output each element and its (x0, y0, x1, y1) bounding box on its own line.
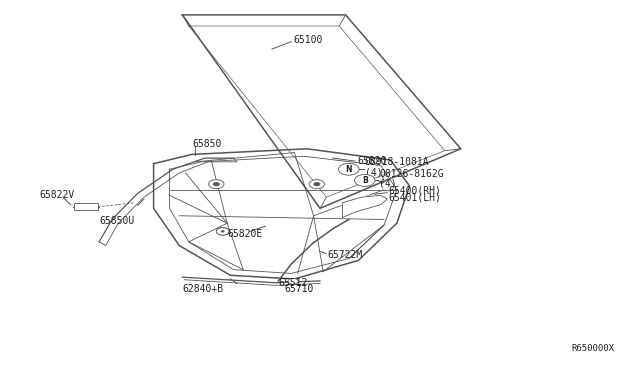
Text: 65820: 65820 (357, 156, 387, 166)
Text: 65820E: 65820E (227, 230, 262, 239)
Circle shape (213, 182, 220, 186)
Text: 62840+B: 62840+B (182, 285, 223, 294)
Bar (74, 203, 98, 210)
Text: 65822V: 65822V (40, 190, 75, 200)
Text: 65850U: 65850U (99, 217, 134, 226)
Text: 65722M: 65722M (328, 250, 363, 260)
Circle shape (216, 228, 229, 235)
Polygon shape (342, 195, 387, 218)
Circle shape (339, 163, 359, 175)
Text: 08918-1081A: 08918-1081A (365, 157, 429, 167)
Text: 65100: 65100 (293, 35, 323, 45)
Text: 65512: 65512 (278, 279, 308, 288)
Text: 65401(LH): 65401(LH) (388, 193, 442, 203)
Circle shape (221, 230, 225, 232)
Text: (4): (4) (365, 167, 383, 177)
Circle shape (216, 228, 229, 235)
Circle shape (355, 174, 375, 186)
Text: 65710: 65710 (285, 285, 314, 294)
Text: B: B (362, 176, 367, 185)
Circle shape (209, 180, 224, 189)
Text: 65400(RH): 65400(RH) (388, 186, 442, 195)
Text: (4): (4) (379, 179, 397, 189)
Text: 08126-8162G: 08126-8162G (379, 169, 444, 179)
Text: N: N (346, 165, 352, 174)
Circle shape (288, 278, 298, 284)
Circle shape (314, 182, 320, 186)
Text: R650000X: R650000X (572, 344, 614, 353)
Circle shape (309, 180, 324, 189)
Text: 65850: 65850 (192, 140, 221, 149)
